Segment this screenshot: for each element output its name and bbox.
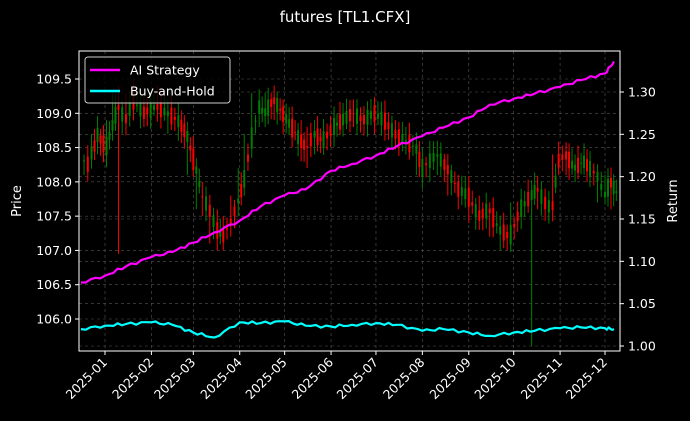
x-tick-label: 2025-01 <box>63 355 111 403</box>
y-tick-label: 108.5 <box>36 140 72 155</box>
x-tick-label: 2025-02 <box>109 355 157 403</box>
y-tick-label: 109.0 <box>36 106 72 121</box>
legend: AI Strategy Buy-and-Hold <box>84 56 231 104</box>
y-tick-label: 108.0 <box>36 174 72 189</box>
buy-and-hold-line <box>80 320 615 339</box>
x-tick-label: 2025-12 <box>563 355 611 403</box>
y-tick-label: 106.5 <box>36 277 72 292</box>
y-axis-left: 106.0 106.5 107.0 107.5 108.0 108.5 109.0 109.5 <box>36 72 79 327</box>
y-tick-label: 107.5 <box>36 209 72 224</box>
y-tick-label: 106.0 <box>36 312 72 327</box>
plot-frame <box>78 50 621 352</box>
y-tick-label: 107.0 <box>36 243 72 258</box>
legend-box <box>84 56 231 104</box>
y-axis-label-left: Price <box>10 185 25 217</box>
y-tick-label-right: 1.15 <box>628 212 656 227</box>
x-tick-label: 2025-10 <box>471 354 519 402</box>
x-tick-label: 2025-04 <box>197 354 245 402</box>
x-tick-label: 2025-08 <box>380 354 428 402</box>
legend-label: Buy-and-Hold <box>130 84 215 99</box>
y-axis-label-right: Return <box>666 179 681 222</box>
x-tick-label: 2025-06 <box>289 354 337 402</box>
x-tick-label: 2025-03 <box>151 355 199 403</box>
x-tick-label: 2025-09 <box>426 354 474 402</box>
y-tick-label-right: 1.05 <box>628 296 656 311</box>
y-tick-label: 109.5 <box>36 72 72 87</box>
y-axis-right: 1.00 1.05 1.10 1.15 1.20 1.25 1.30 <box>620 85 656 354</box>
y-tick-label-right: 1.30 <box>628 85 656 100</box>
y-tick-label-right: 1.25 <box>628 127 656 142</box>
ai-strategy-line <box>81 60 615 284</box>
y-tick-label-right: 1.20 <box>628 169 656 184</box>
y-tick-label-right: 1.00 <box>628 339 656 354</box>
x-tick-label: 2025-07 <box>334 355 382 403</box>
chart-title: futures [TL1.CFX] <box>279 8 411 26</box>
candlestick-series <box>83 79 618 347</box>
x-axis: 2025-012025-022025-032025-042025-052025-… <box>63 351 611 403</box>
x-tick-label: 2025-11 <box>518 355 566 403</box>
legend-label: AI Strategy <box>130 63 200 78</box>
y-tick-label-right: 1.10 <box>628 254 656 269</box>
return-lines <box>80 60 615 339</box>
x-tick-label: 2025-05 <box>242 355 290 403</box>
